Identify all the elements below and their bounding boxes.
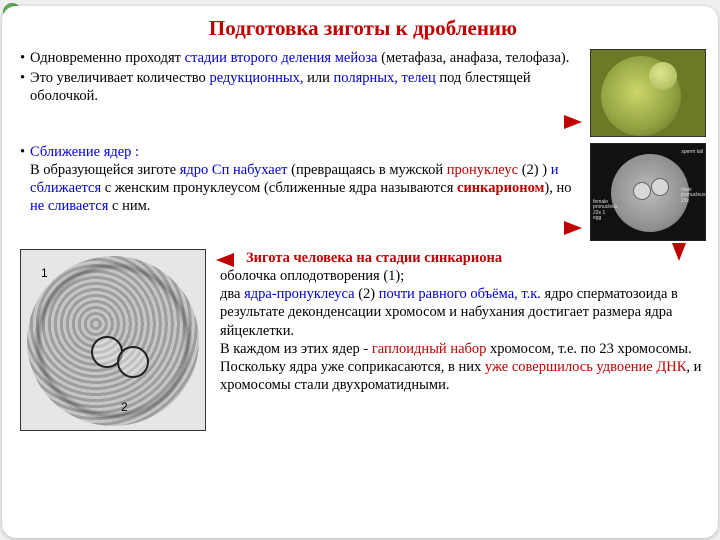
t: ), но — [544, 180, 571, 196]
arrow-icon — [564, 115, 582, 129]
slide: Подготовка зиготы к дроблению Одновремен… — [2, 6, 718, 538]
t: Зигота человека на стадии синкариона — [246, 250, 502, 266]
image-em-pronuclei: sperm tail female pronucleus 23x 1 egg m… — [590, 143, 706, 241]
image-micro-synkaryon: 1 2 — [20, 249, 206, 431]
b3-l1: оболочка оплодотворения (1); — [220, 267, 706, 285]
lbl: male pronucleus 23x — [681, 188, 703, 204]
row-3: 1 2 Зигота человека на стадии синкариона… — [20, 249, 706, 431]
b3-l3: В каждом из этих ядер - гаплоидный набор… — [220, 340, 706, 358]
image2-wrap: sperm tail female pronucleus 23x 1 egg m… — [590, 143, 706, 241]
t: Сближение ядер : — [30, 144, 139, 160]
t: пронуклеус — [447, 162, 518, 178]
block1-item-2: Это увеличивает количество редукционных,… — [20, 69, 582, 105]
cell-illustration — [601, 56, 681, 136]
t: с женским пронуклеусом (сближенные ядра … — [101, 180, 457, 196]
b3-l2: два ядра-пронуклеуса (2) почти равного о… — [220, 285, 706, 339]
t: (2) ) — [518, 162, 551, 178]
t: с ним. — [108, 198, 150, 214]
b3-l4: Поскольку ядра уже соприкасаются, в них … — [220, 358, 706, 394]
page-title: Подготовка зиготы к дроблению — [20, 16, 706, 41]
image1-wrap — [590, 49, 706, 137]
em-cell — [611, 154, 689, 232]
lbl: sperm tail — [681, 150, 703, 156]
t: полярных, телец — [334, 70, 436, 86]
micro-pronucleus-b — [117, 346, 149, 378]
block2-item: Сближение ядер : В образующейся зиготе я… — [20, 143, 582, 216]
image-zygote-polar-bodies — [590, 49, 706, 137]
block2-text: Сближение ядер : В образующейся зиготе я… — [20, 143, 582, 218]
arrow-left-icon — [216, 253, 234, 267]
pronucleus-2 — [651, 178, 669, 196]
t: или — [304, 70, 334, 86]
row-1: Одновременно проходят стадии второго дел… — [20, 49, 706, 137]
arrow-icon — [564, 221, 582, 235]
lbl-1: 1 — [41, 266, 48, 280]
t: стадии второго деления мейоза — [185, 50, 378, 66]
pronucleus-1 — [633, 182, 651, 200]
t: редукционных, — [209, 70, 303, 86]
lbl: female pronucleus 23x 1 egg — [593, 200, 613, 221]
t: синкарионом — [457, 180, 544, 196]
t: Одновременно проходят — [30, 50, 185, 66]
block3-text: Зигота человека на стадии синкариона обо… — [220, 249, 706, 394]
lbl-2: 2 — [121, 400, 128, 414]
block1-text: Одновременно проходят стадии второго дел… — [20, 49, 582, 107]
t: (превращаясь в мужской — [291, 162, 447, 178]
row-2: Сближение ядер : В образующейся зиготе я… — [20, 143, 706, 241]
t: не сливается — [30, 198, 108, 214]
t: В образующейся зиготе — [30, 162, 180, 178]
t: (метафаза, анафаза, телофаза). — [378, 50, 570, 66]
t: Это увеличивает количество — [30, 70, 209, 86]
t: ядро Сп набухает — [180, 162, 291, 178]
block1-item-1: Одновременно проходят стадии второго дел… — [20, 49, 582, 67]
